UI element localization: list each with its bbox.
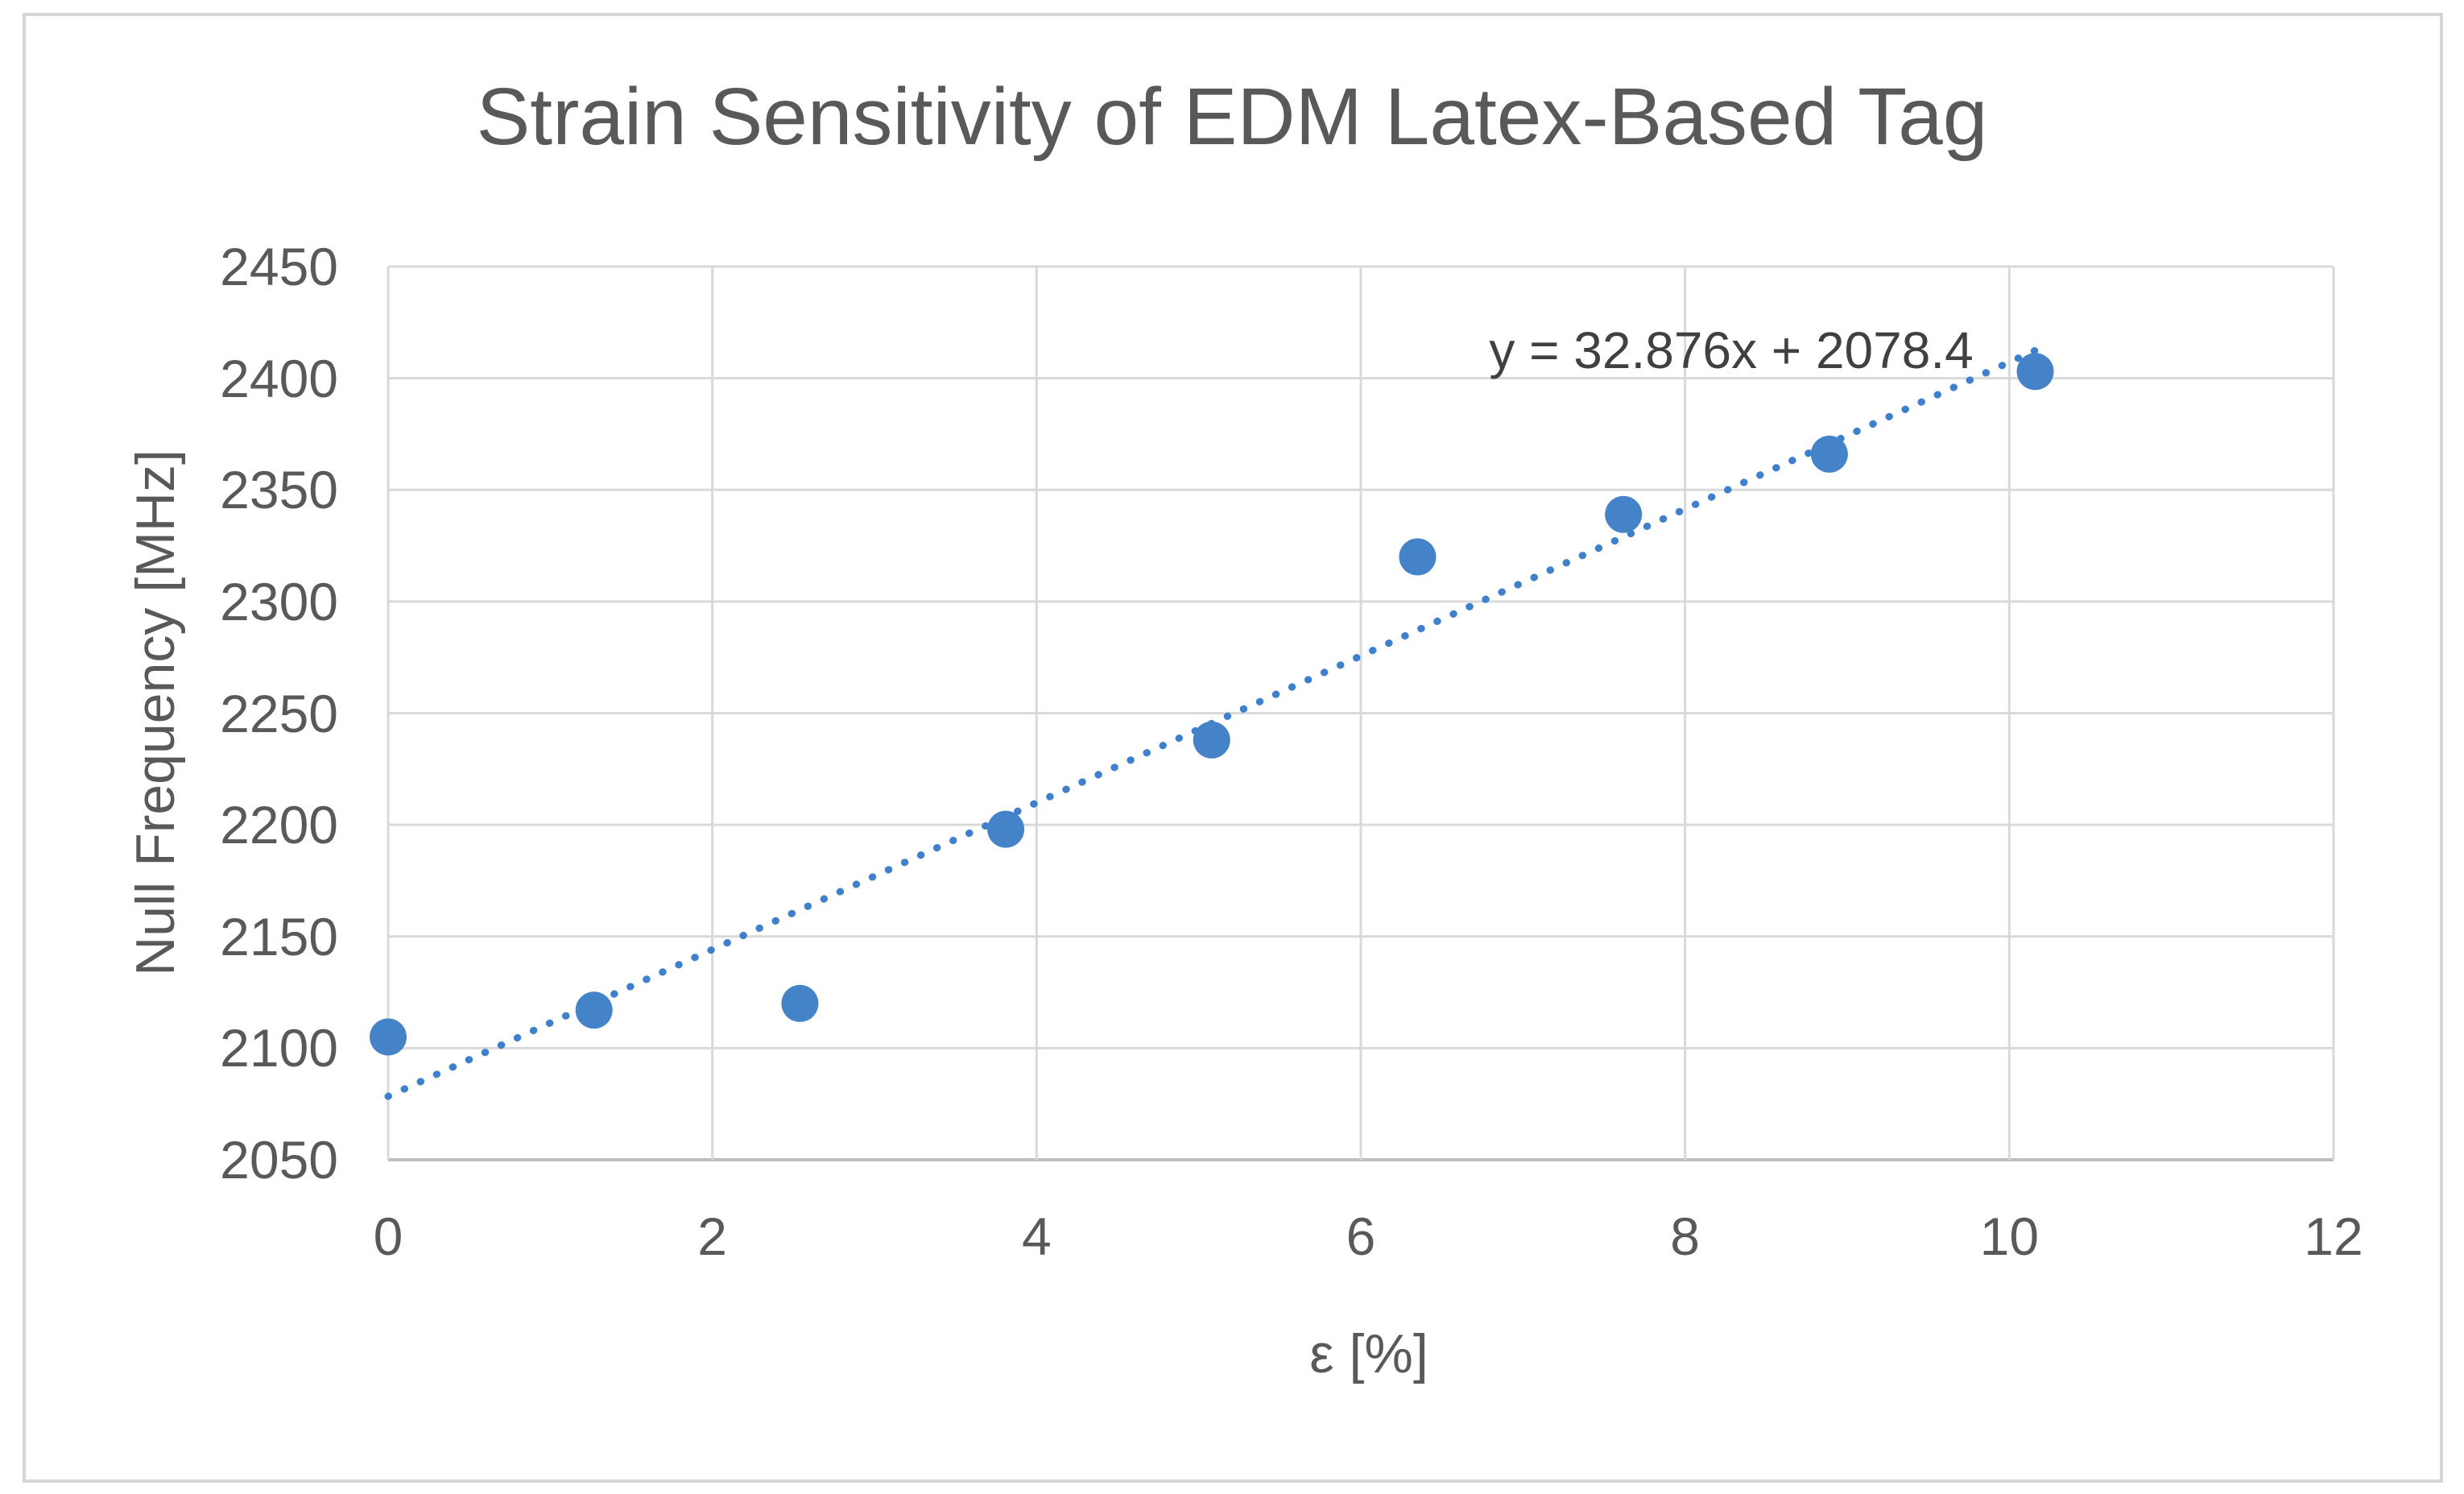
x-tick-label: 2 bbox=[697, 1206, 728, 1266]
x-tick-label: 8 bbox=[1670, 1206, 1701, 1266]
y-tick-label: 2150 bbox=[220, 906, 338, 966]
data-point-marker bbox=[1810, 435, 1848, 473]
y-tick-label: 2300 bbox=[220, 571, 338, 631]
y-tick-label: 2200 bbox=[220, 795, 338, 855]
y-tick-label: 2050 bbox=[220, 1130, 338, 1190]
x-tick-label: 0 bbox=[373, 1206, 403, 1266]
data-point-marker bbox=[1399, 538, 1437, 576]
x-tick-label: 12 bbox=[2304, 1206, 2363, 1266]
y-tick-label: 2400 bbox=[220, 348, 338, 408]
x-tick-label: 4 bbox=[1021, 1206, 1052, 1266]
y-tick-label: 2100 bbox=[220, 1018, 338, 1078]
data-point-marker bbox=[781, 984, 819, 1022]
data-point-marker bbox=[370, 1018, 407, 1056]
y-tick-label: 2350 bbox=[220, 460, 338, 520]
x-tick-label: 6 bbox=[1346, 1206, 1376, 1266]
chart-title: Strain Sensitivity of EDM Latex-Based Ta… bbox=[476, 72, 1988, 162]
data-point-marker bbox=[987, 810, 1025, 848]
x-axis-title: ε [%] bbox=[1309, 1323, 1428, 1384]
y-tick-label: 2450 bbox=[220, 237, 338, 296]
data-point-marker bbox=[1605, 495, 1643, 533]
x-tick-label: 10 bbox=[1979, 1206, 2040, 1266]
data-point-marker bbox=[1193, 721, 1230, 759]
y-tick-label: 2250 bbox=[220, 683, 338, 743]
data-point-marker bbox=[575, 991, 613, 1029]
trendline-equation-label: y = 32.876x + 2078.4 bbox=[1489, 321, 1974, 379]
data-point-marker bbox=[2016, 353, 2054, 391]
